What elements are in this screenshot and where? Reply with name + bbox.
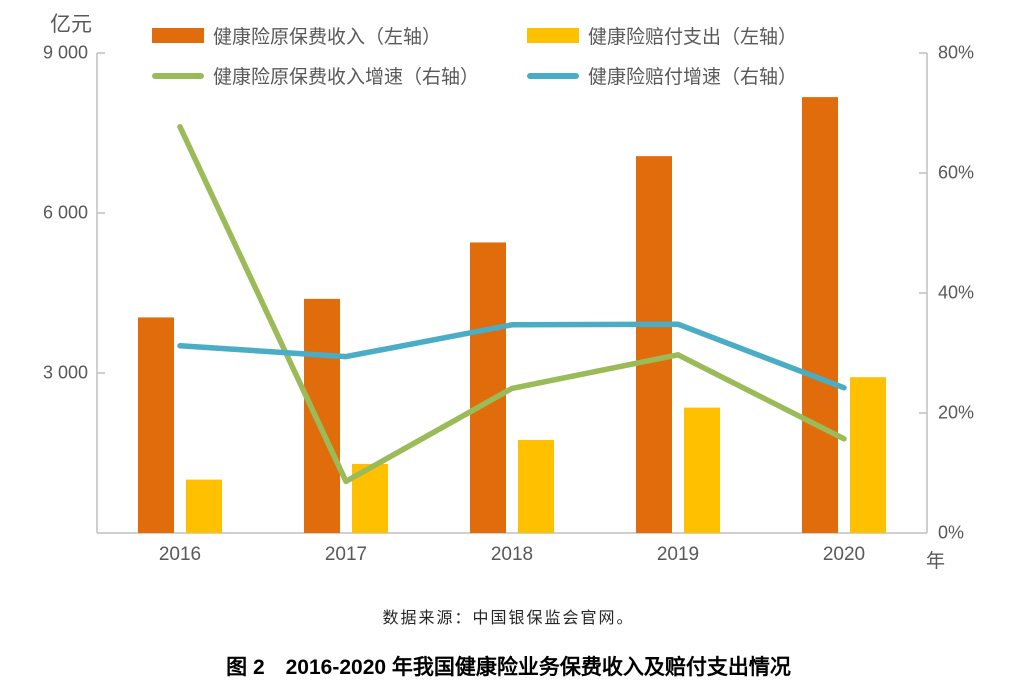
bar-premium-income-2018: [470, 242, 506, 533]
bar-premium-income-2017: [304, 298, 340, 533]
legend-label-claims-expense: 健康险赔付支出（左轴）: [588, 27, 798, 48]
legend-label-premium-growth: 健康险原保费收入增速（右轴）: [213, 67, 480, 88]
legend-item-premium-income: 健康险原保费收入（左轴）: [152, 22, 441, 49]
left-axis-tick-6000: 6 000: [42, 202, 88, 223]
legend-swatch-premium-income-bar: [152, 28, 204, 43]
data-source-note: 数据来源：中国银保监会官网。: [382, 610, 635, 627]
legend-label-claims-growth: 健康险赔付增速（右轴）: [588, 67, 798, 88]
legend-label-premium-income: 健康险原保费收入（左轴）: [213, 27, 442, 48]
bar-premium-income-2019: [636, 156, 672, 533]
left-axis-tick-3000: 3 000: [42, 362, 88, 383]
x-tick-2016: 2016: [158, 544, 202, 565]
legend-swatch-claims-growth-line: [527, 72, 579, 79]
bar-claims-expense-2018: [518, 439, 554, 533]
legend-swatch-premium-growth-line: [152, 72, 204, 79]
bar-claims-expense-2019: [684, 407, 720, 533]
bar-claims-expense-2016: [186, 479, 222, 533]
figure-caption: 图 2 2016-2020 年我国健康险业务保费收入及赔付支出情况: [226, 656, 791, 679]
legend-item-claims-growth: 健康险赔付增速（右轴）: [527, 62, 797, 89]
x-tick-2019: 2019: [656, 544, 700, 565]
bar-premium-income-2020: [802, 97, 838, 534]
x-tick-2017: 2017: [324, 544, 368, 565]
right-axis-tick-60: 60%: [938, 162, 975, 183]
right-axis-tick-40: 40%: [938, 282, 975, 303]
legend-item-premium-growth: 健康险原保费收入增速（右轴）: [152, 62, 479, 89]
line-claims-growth: [177, 321, 847, 391]
legend-item-claims-expense: 健康险赔付支出（左轴）: [527, 22, 797, 49]
x-tick-2020: 2020: [822, 544, 866, 565]
bar-premium-income-2016: [138, 317, 174, 533]
x-axis-unit: 年: [926, 551, 946, 572]
right-axis-tick-0: 0%: [938, 522, 965, 543]
line-premium-growth: [177, 124, 847, 485]
right-axis-tick-20: 20%: [938, 402, 975, 423]
left-axis-unit: 亿元: [50, 13, 92, 36]
x-tick-2018: 2018: [490, 544, 534, 565]
right-axis-tick-80: 80%: [938, 42, 975, 63]
legend-swatch-claims-expense-bar: [527, 28, 579, 43]
bar-claims-expense-2020: [850, 377, 886, 533]
left-axis-tick-9000: 9 000: [42, 42, 88, 63]
